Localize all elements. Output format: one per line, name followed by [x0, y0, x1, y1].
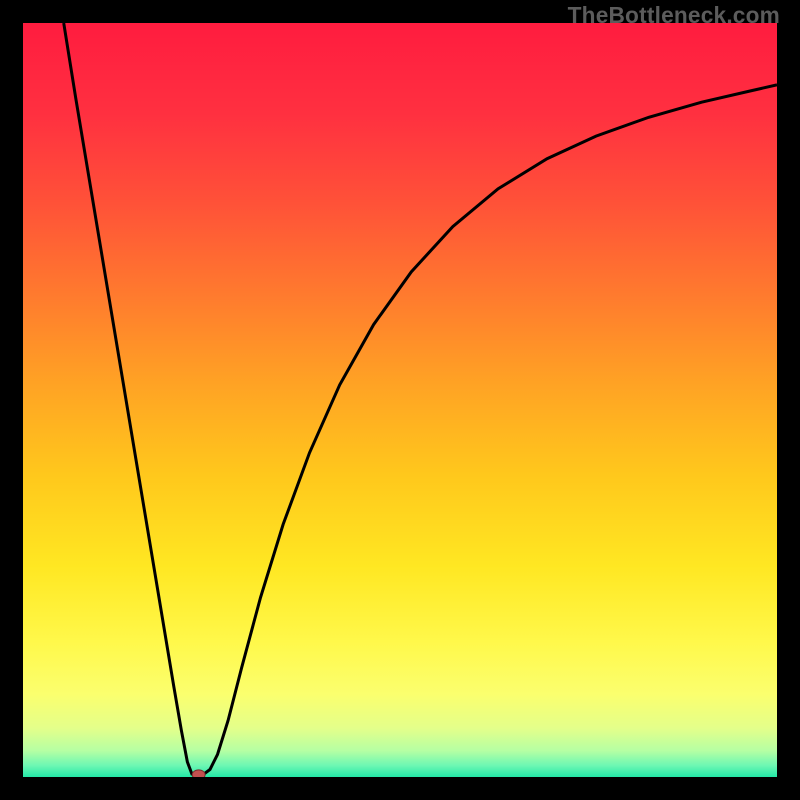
curve-layer — [23, 23, 777, 777]
watermark-text: TheBottleneck.com — [568, 2, 780, 29]
plot-area — [23, 23, 777, 777]
minimum-marker — [192, 770, 205, 777]
bottleneck-curve — [64, 23, 777, 774]
chart-frame: TheBottleneck.com — [0, 0, 800, 800]
